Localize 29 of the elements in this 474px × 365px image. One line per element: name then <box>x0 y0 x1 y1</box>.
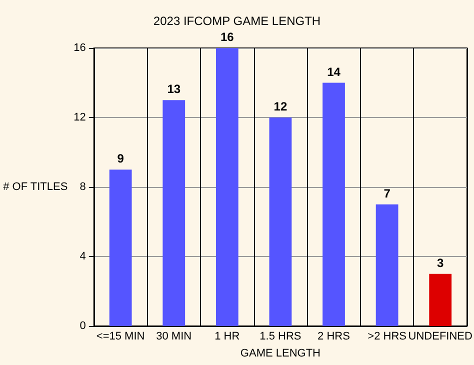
bar <box>429 274 452 326</box>
x-tick-label: 1.5 HRS <box>260 330 302 342</box>
data-label: 14 <box>327 64 341 79</box>
bar <box>162 100 186 326</box>
x-tick-label: 1 HR <box>214 330 240 342</box>
x-tick-label: 2 HRS <box>318 330 350 342</box>
y-axis-title: # OF TITLES <box>3 181 68 193</box>
data-label: 3 <box>437 256 444 270</box>
y-tick-label: 8 <box>80 181 86 193</box>
bar <box>322 82 345 326</box>
bar <box>269 118 292 326</box>
bar <box>216 48 238 326</box>
data-label: 16 <box>220 30 234 44</box>
x-tick-label: 30 MIN <box>156 330 192 342</box>
data-label: 12 <box>274 100 288 114</box>
chart-title: 2023 IFCOMP GAME LENGTH <box>153 14 321 28</box>
x-axis-title: GAME LENGTH <box>240 348 321 360</box>
y-tick-label: 12 <box>74 112 86 124</box>
data-label: 9 <box>117 152 124 166</box>
bar <box>109 170 132 326</box>
data-label: 13 <box>167 82 181 96</box>
y-tick-label: 4 <box>80 250 86 262</box>
y-tick-label: 16 <box>74 42 86 54</box>
data-label: 7 <box>384 186 391 200</box>
y-tick-label: 0 <box>80 320 86 332</box>
x-tick-label: >2 HRS <box>368 330 406 342</box>
bar <box>376 204 398 326</box>
x-tick-label: <=15 MIN <box>96 330 145 342</box>
x-tick-label: UNDEFINED <box>408 330 472 342</box>
